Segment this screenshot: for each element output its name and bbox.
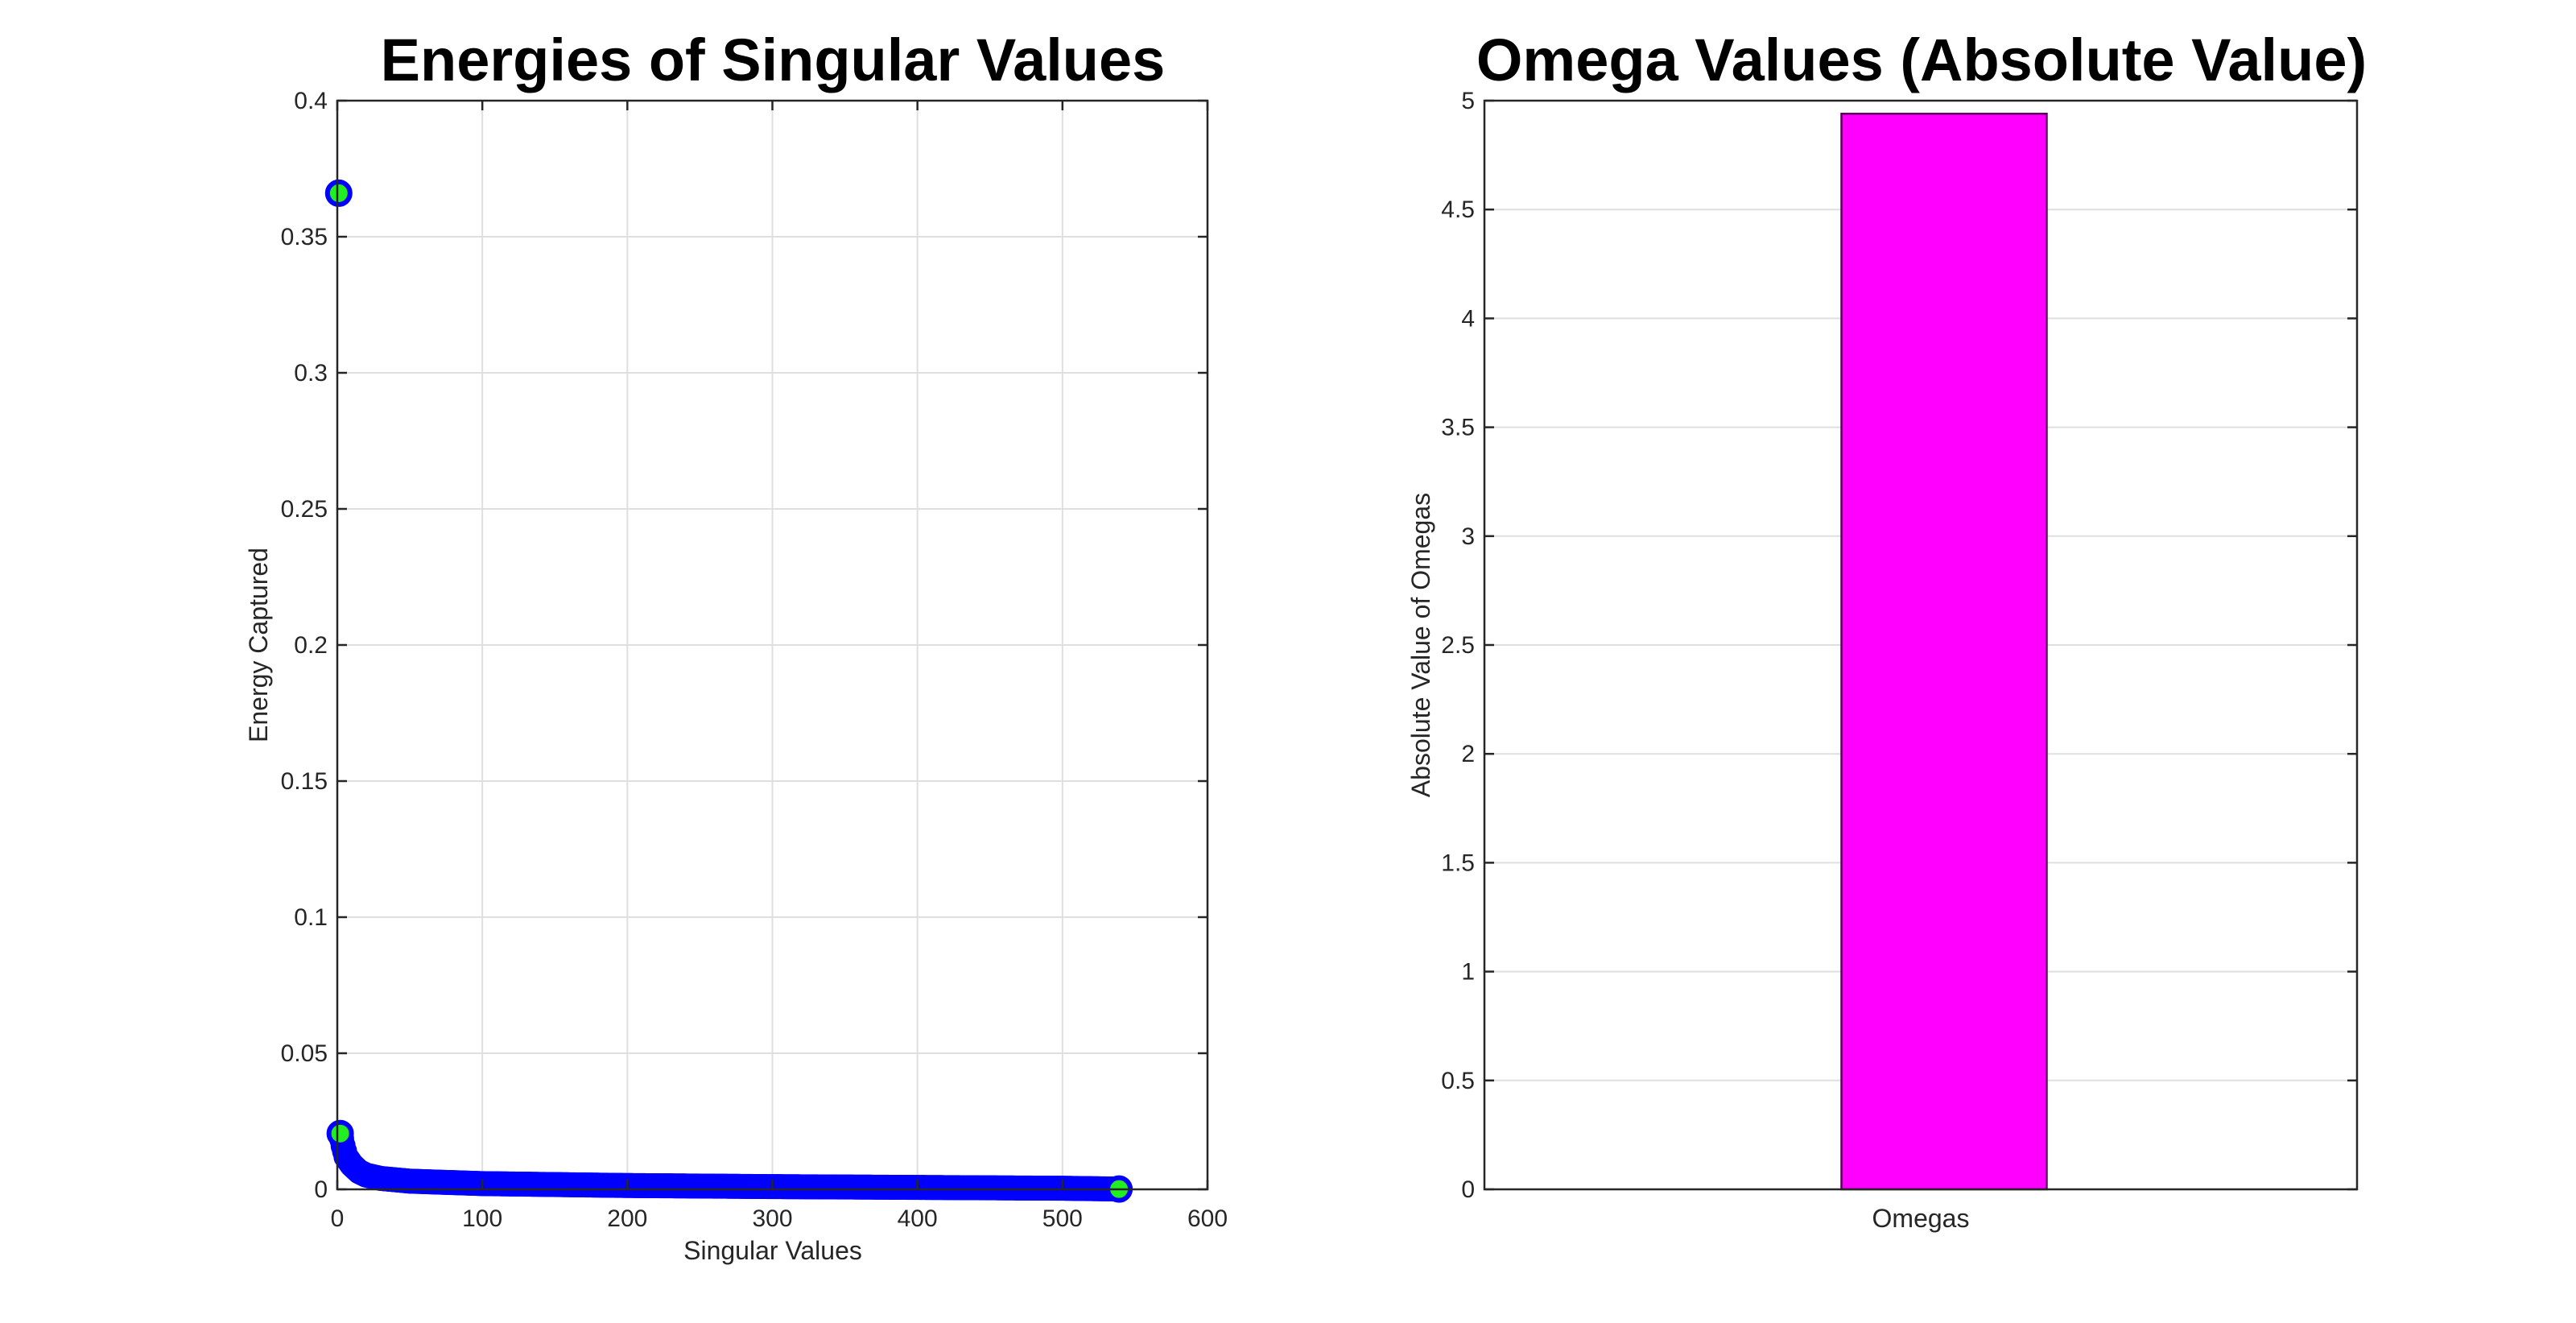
omegas-chart-title: Omega Values (Absolute Value) — [1476, 27, 2367, 93]
energies-y-tick-label: 0.05 — [281, 1040, 328, 1067]
energies-y-tick-label: 0.15 — [281, 768, 328, 795]
energies-x-tick-label: 300 — [752, 1205, 792, 1232]
energies-y-axis-label: Energy Captured — [244, 548, 273, 742]
energies-y-tick-label: 0.4 — [294, 88, 328, 114]
energies-axis-ticks: 0 100 200 300 400 500 600 0 0.05 0.1 0.15 0.2 0.25 0.… — [281, 88, 1228, 1232]
omegas-chart: Omega Values (Absolute Value) 0 0.5 1 1.5 2 2… — [1406, 27, 2367, 1233]
energies-highlighted-point — [324, 179, 353, 207]
energies-scatter-points — [324, 179, 1133, 1203]
energies-x-tick-label: 600 — [1187, 1205, 1228, 1232]
energies-y-tick-label: 0.35 — [281, 224, 328, 250]
omega-bar — [1840, 112, 2048, 1191]
omegas-y-tick-label: 4.5 — [1441, 196, 1475, 223]
omegas-y-tick-label: 1.5 — [1441, 850, 1475, 876]
energies-x-tick-label: 0 — [331, 1205, 345, 1232]
energies-chart: Energies of Singular Values 0 100 200 300 40… — [244, 27, 1228, 1265]
energies-y-tick-label: 0.25 — [281, 496, 328, 523]
energies-y-tick-label: 0.3 — [294, 360, 328, 387]
energies-x-tick-label: 100 — [462, 1205, 502, 1232]
omegas-y-tick-label: 4 — [1461, 305, 1475, 332]
omegas-y-tick-label: 3.5 — [1441, 415, 1475, 441]
omegas-y-tick-label: 2 — [1461, 741, 1475, 767]
energies-y-tick-label: 0 — [314, 1176, 328, 1203]
omegas-axis-ticks: 0 0.5 1 1.5 2 2.5 3 3.5 4 4.5 5 — [1441, 88, 2357, 1203]
energies-gridlines — [337, 101, 1208, 1189]
omegas-y-tick-label: 0.5 — [1441, 1068, 1475, 1094]
energies-x-axis-label: Singular Values — [683, 1236, 862, 1265]
omegas-x-axis-label: Omegas — [1872, 1204, 1970, 1233]
omegas-y-tick-label: 1 — [1461, 959, 1475, 986]
energies-chart-title: Energies of Singular Values — [381, 27, 1166, 93]
omegas-y-tick-label: 3 — [1461, 523, 1475, 550]
energies-y-tick-label: 0.2 — [294, 632, 328, 659]
energies-x-tick-label: 200 — [607, 1205, 647, 1232]
omegas-y-tick-label: 2.5 — [1441, 632, 1475, 659]
energies-highlighted-point — [326, 1119, 354, 1147]
omegas-y-tick-label: 5 — [1461, 88, 1475, 114]
energies-x-tick-label: 500 — [1042, 1205, 1083, 1232]
omegas-y-tick-label: 0 — [1461, 1176, 1475, 1203]
omegas-y-axis-label: Absolute Value of Omegas — [1406, 493, 1435, 797]
omegas-bars — [1840, 112, 2048, 1191]
energies-x-tick-label: 400 — [898, 1205, 938, 1232]
energies-y-tick-label: 0.1 — [294, 904, 328, 931]
